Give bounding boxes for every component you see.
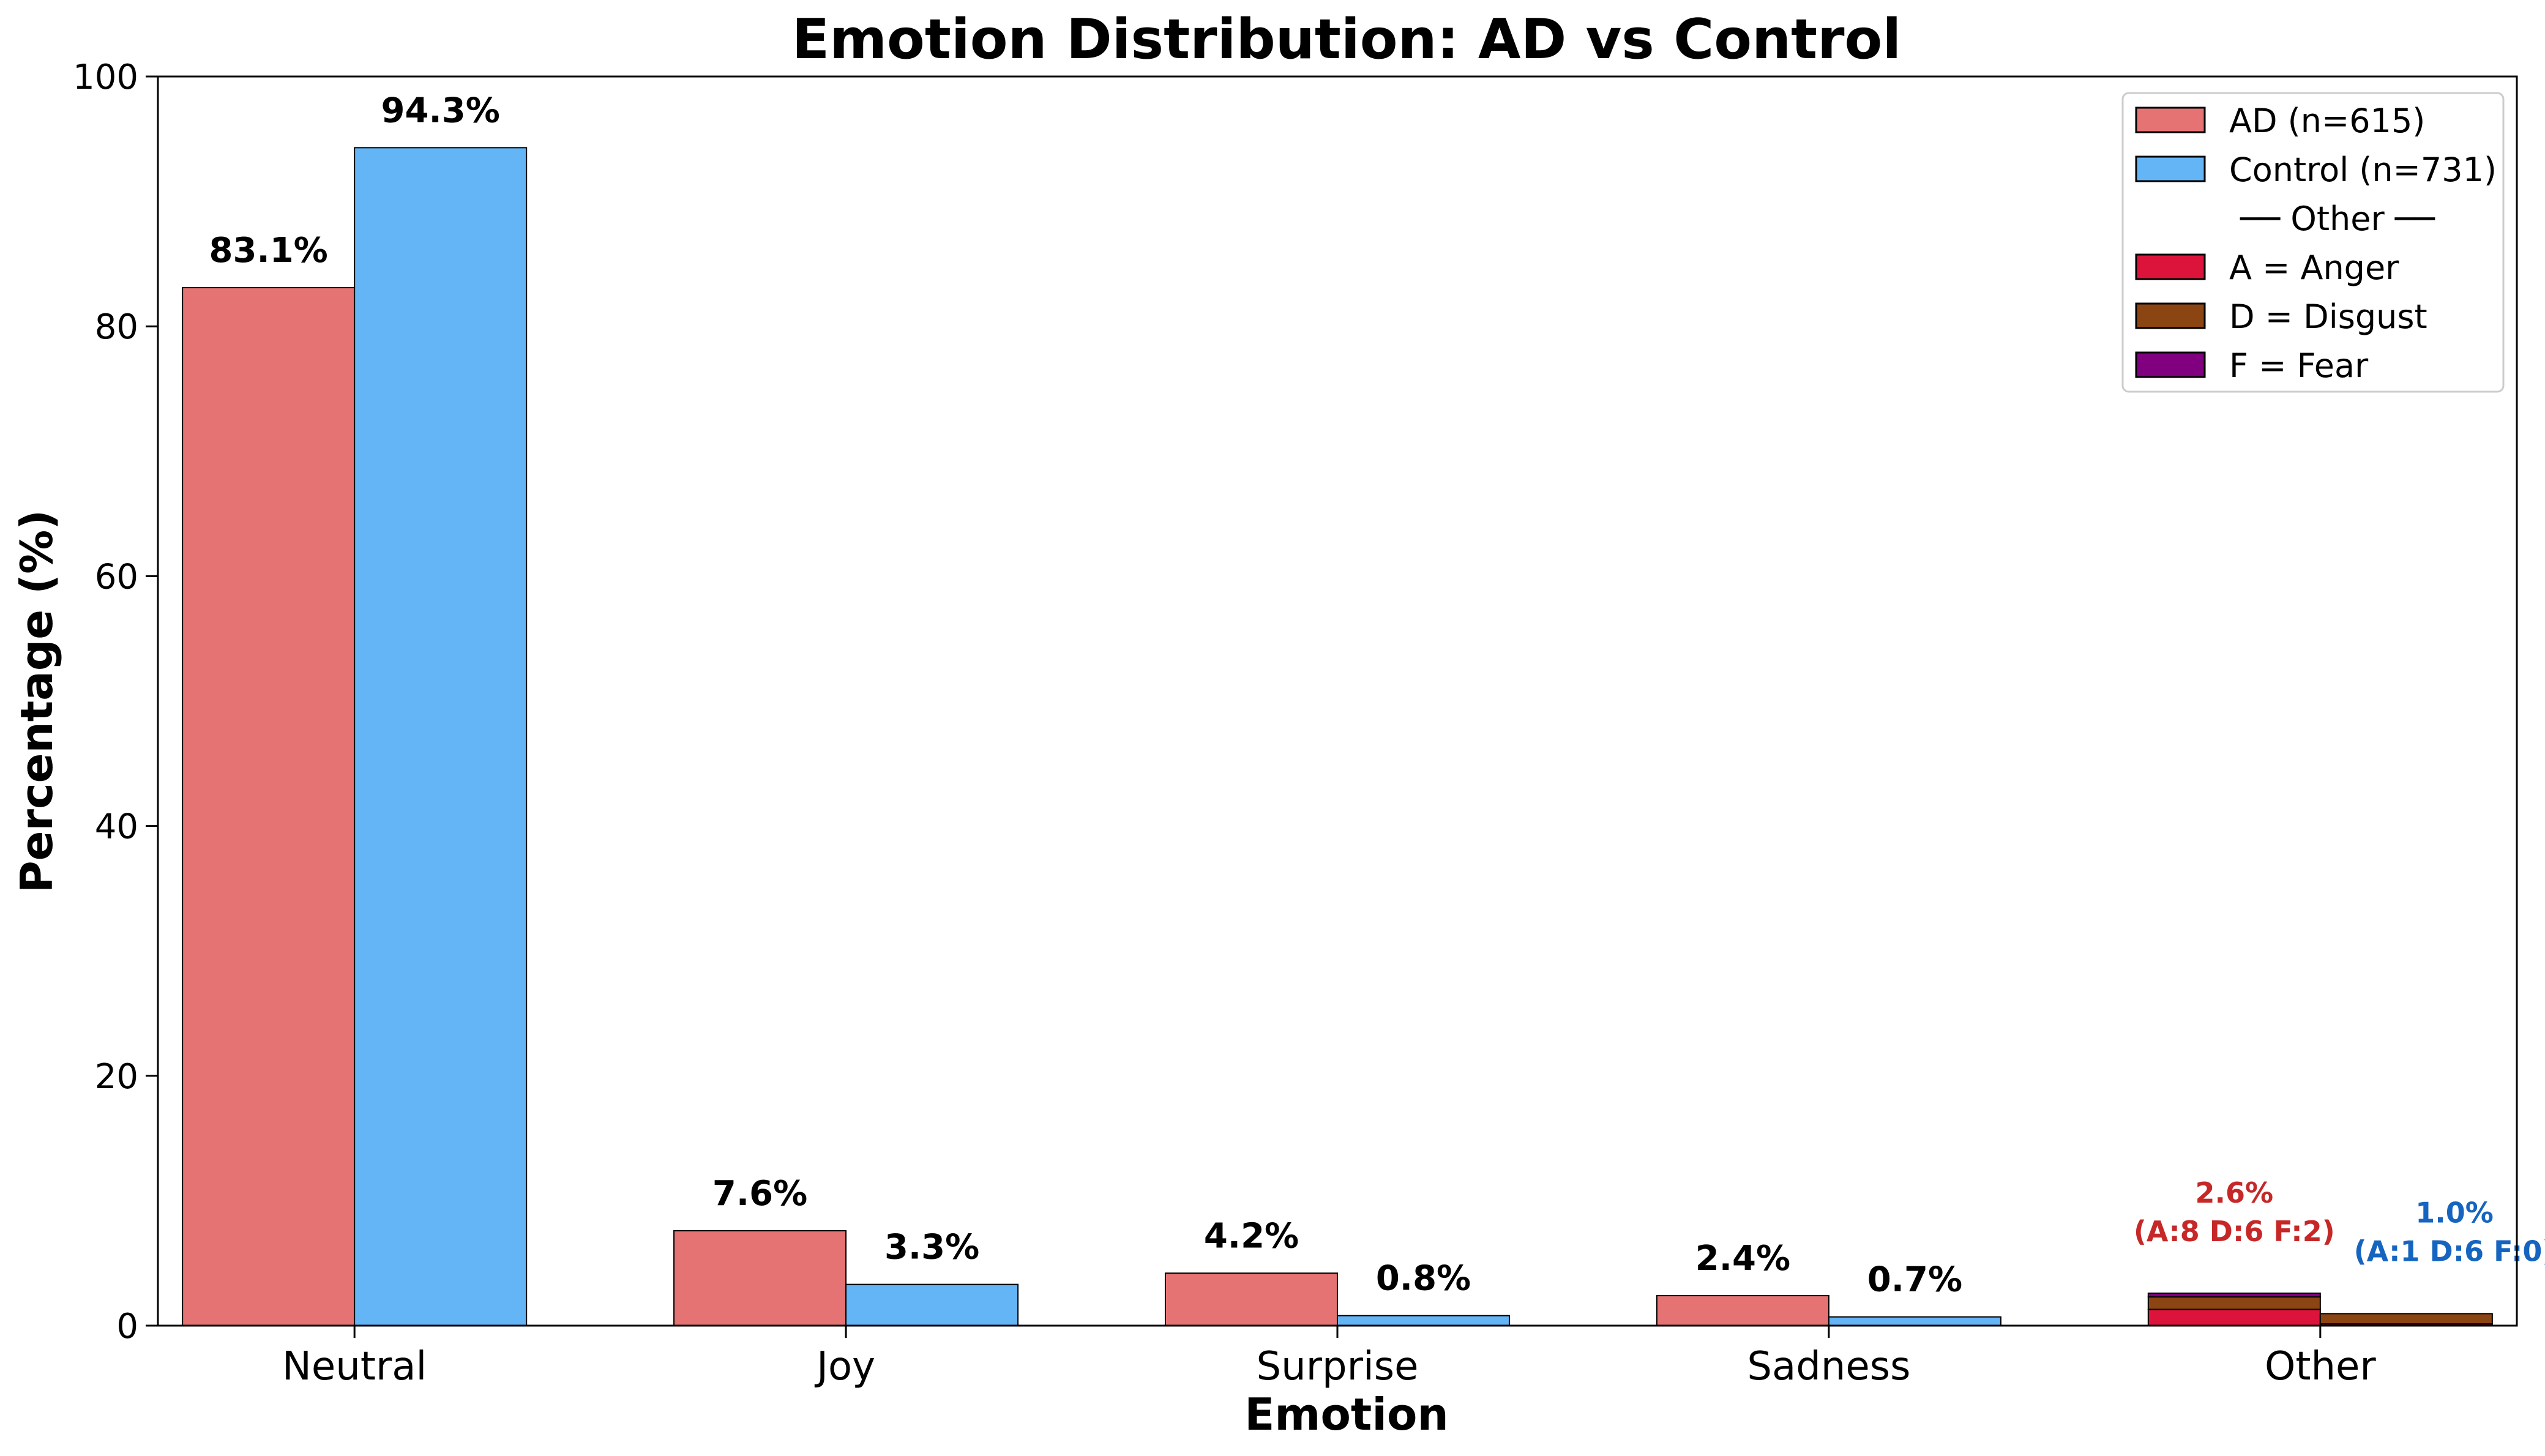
legend-swatch <box>2135 106 2206 133</box>
y-tick-label: 0 <box>116 1307 138 1346</box>
legend-swatch <box>2135 351 2206 378</box>
data-label-other-ad: 2.6% <box>2196 1176 2274 1209</box>
legend-swatch <box>2135 155 2206 182</box>
x-tick-label: Sadness <box>1747 1344 1910 1389</box>
legend: AD (n=615) Control (n=731) ── Other ── A = … <box>2121 92 2505 393</box>
data-label: 94.3% <box>381 91 500 130</box>
legend-frame <box>2121 92 2505 393</box>
bar-other-anger-ad <box>2147 1309 2321 1327</box>
data-label: 0.8% <box>1376 1259 1471 1299</box>
bar-ad <box>673 1230 847 1327</box>
chart-title: Emotion Distribution: AD vs Control <box>792 7 1901 72</box>
y-tick-label: 20 <box>95 1057 138 1097</box>
legend-label: Control (n=731) <box>2229 151 2497 189</box>
bar-other-fear-ad <box>2147 1292 2321 1298</box>
data-label-other-control: 1.0% <box>2415 1197 2494 1230</box>
plot-area: 0 20 40 60 80 100 Neutral Joy Surprise Sadness Oth… <box>73 58 2545 1389</box>
y-tick-label: 60 <box>95 557 138 597</box>
legend-swatch <box>2135 302 2206 329</box>
bar-other-disgust-control <box>2319 1313 2493 1325</box>
legend-label: A = Anger <box>2229 248 2399 287</box>
y-axis-label: Percentage (%) <box>11 510 62 893</box>
legend-label: AD (n=615) <box>2229 102 2425 140</box>
legend-label: D = Disgust <box>2229 297 2427 336</box>
bar-other-disgust-ad <box>2147 1296 2321 1310</box>
bar-control <box>1828 1316 2001 1326</box>
data-label-other-counts-ad: (A:8 D:6 F:2) <box>2134 1215 2335 1248</box>
legend-swatch <box>2135 253 2206 280</box>
y-tick-label: 80 <box>95 307 138 347</box>
bar-control <box>845 1283 1019 1326</box>
x-tick-label: Surprise <box>1257 1344 1419 1389</box>
x-tick-label: Other <box>2265 1344 2376 1389</box>
data-label: 0.7% <box>1867 1260 1962 1300</box>
y-tick-label: 100 <box>73 58 138 97</box>
legend-heading: ── Other ── <box>2240 200 2435 238</box>
y-tick-label: 40 <box>95 807 138 847</box>
legend-label: F = Fear <box>2229 346 2369 385</box>
bar-control <box>354 147 528 1326</box>
data-label: 7.6% <box>712 1174 807 1214</box>
data-label: 2.4% <box>1695 1239 1790 1279</box>
data-label: 83.1% <box>209 231 328 271</box>
data-label: 3.3% <box>884 1228 979 1267</box>
plot-frame <box>157 75 2518 1327</box>
data-label: 4.2% <box>1204 1216 1299 1256</box>
bar-control <box>1337 1315 1511 1327</box>
bar-ad <box>182 286 356 1327</box>
x-tick-label: Neutral <box>282 1344 427 1389</box>
x-tick-label: Joy <box>814 1344 875 1389</box>
bar-ad <box>1164 1272 1338 1327</box>
bar-ad <box>1656 1295 1829 1327</box>
x-axis-label: Emotion <box>1244 1389 1449 1440</box>
data-label-other-counts-control: (A:1 D:6 F:0) <box>2354 1235 2545 1268</box>
